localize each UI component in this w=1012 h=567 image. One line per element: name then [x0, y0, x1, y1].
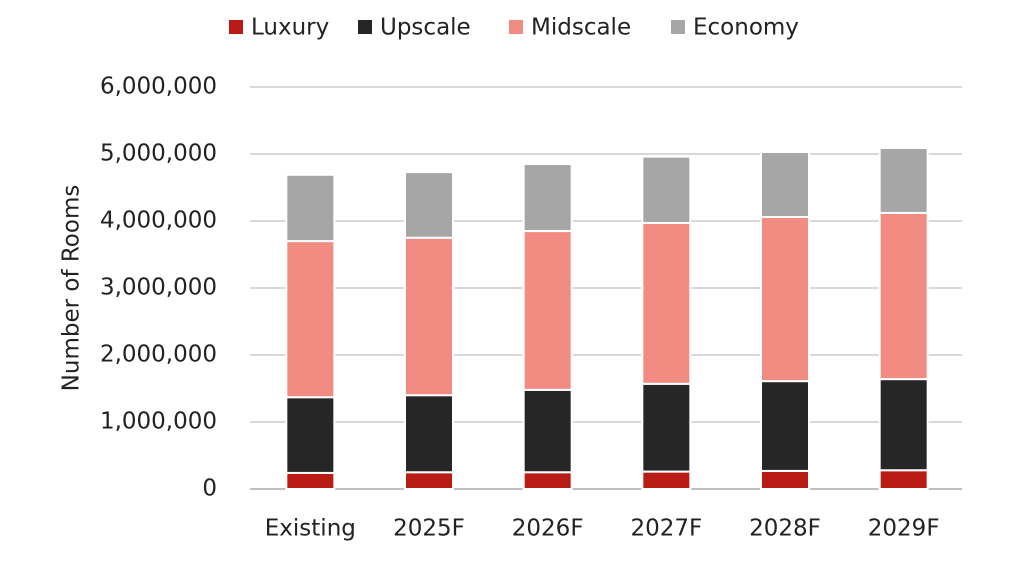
legend-label: Upscale	[380, 15, 471, 41]
bar-segment	[404, 171, 454, 239]
bar-segment	[522, 388, 573, 474]
legend-label: Economy	[693, 15, 799, 41]
legend-swatch	[509, 20, 523, 34]
x-tick-label: Existing	[265, 516, 356, 542]
bar-segment	[760, 469, 810, 491]
bar-segment	[641, 470, 692, 490]
bar-segment	[285, 240, 336, 399]
bar-segment	[404, 236, 454, 397]
bar-segment	[404, 394, 454, 474]
legend-swatch	[358, 20, 372, 34]
legend-swatch	[229, 20, 243, 34]
legend-label: Midscale	[531, 15, 631, 41]
bar-segment	[285, 173, 336, 243]
x-tick-label: 2028F	[749, 516, 821, 542]
y-tick-label: 2,000,000	[100, 342, 217, 368]
bar-segment	[522, 471, 573, 490]
bar-segment	[760, 150, 810, 218]
bar-segment	[760, 215, 810, 383]
y-tick-label: 4,000,000	[100, 208, 217, 234]
bar-segment	[641, 222, 692, 385]
bar-segment	[878, 378, 929, 472]
legend-label: Luxury	[251, 15, 329, 41]
y-tick-label: 6,000,000	[100, 74, 217, 100]
bar-segment	[878, 211, 929, 381]
bar-segment	[878, 146, 929, 214]
x-tick-label: 2027F	[630, 516, 702, 542]
bar-segment	[878, 469, 929, 490]
x-tick-label: 2029F	[868, 516, 940, 542]
y-tick-label: 0	[202, 476, 217, 502]
bar-segment	[641, 382, 692, 473]
bar-segment	[522, 230, 573, 391]
bar-segment	[404, 471, 454, 490]
legend-swatch	[671, 20, 685, 34]
y-tick-label: 3,000,000	[100, 275, 217, 301]
x-tick-label: 2026F	[512, 516, 584, 542]
bar-segment	[760, 380, 810, 472]
x-tick-label: 2025F	[393, 516, 465, 542]
bar-segment	[285, 471, 336, 491]
bar-segment	[285, 396, 336, 474]
y-axis-label: Number of Rooms	[59, 185, 85, 392]
bar-segment	[641, 155, 692, 225]
bar-segment	[522, 163, 573, 233]
y-tick-label: 5,000,000	[100, 141, 217, 167]
y-tick-label: 1,000,000	[100, 409, 217, 435]
